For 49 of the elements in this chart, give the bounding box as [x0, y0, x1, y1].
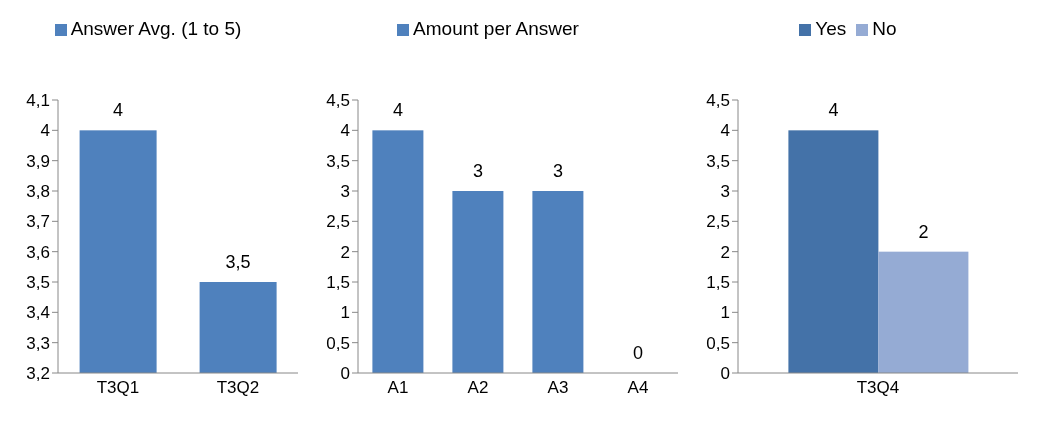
y-tick-label: 0,5 [706, 333, 730, 353]
data-label: 4 [392, 100, 403, 121]
data-label: 4 [113, 100, 124, 121]
data-label: 3 [552, 161, 563, 181]
y-tick-label: 4 [340, 121, 350, 141]
y-tick-label: 2 [340, 242, 350, 262]
y-tick-label: 1 [340, 303, 350, 323]
y-tick-label: 2 [720, 242, 730, 262]
data-label: 3,5 [225, 252, 251, 272]
y-tick-label: 3,9 [26, 151, 50, 171]
x-tick-label: T3Q2 [216, 378, 260, 398]
y-tick-label: 2,5 [326, 212, 350, 232]
y-tick-label: 3 [720, 182, 730, 202]
y-tick-label: 4,1 [26, 91, 50, 111]
y-tick-label: 3,7 [26, 212, 50, 232]
data-label: 2 [918, 221, 929, 242]
y-tick-label: 3,3 [26, 333, 50, 353]
y-tick-label: 0 [340, 364, 350, 384]
x-tick-label: A4 [627, 378, 649, 398]
y-tick-label: 3,8 [26, 182, 50, 202]
y-tick-label: 2,5 [706, 212, 730, 232]
data-label: 0 [632, 343, 643, 363]
y-tick-label: 1,5 [706, 273, 730, 293]
y-tick-label: 3,4 [26, 303, 50, 323]
y-tick-label: 4 [40, 121, 50, 141]
x-tick-label: A2 [467, 378, 489, 398]
y-tick-label: 1,5 [326, 273, 350, 293]
x-tick-label: T3Q1 [96, 378, 140, 398]
y-tick-label: 3,5 [326, 151, 350, 171]
legend-label: No [872, 18, 897, 39]
legend-label: Yes [815, 18, 847, 39]
y-tick-label: 4,5 [706, 91, 730, 111]
legend-label: Amount per Answer [413, 18, 579, 39]
y-tick-label: 3 [340, 182, 350, 202]
y-tick-label: 3,6 [26, 242, 50, 262]
y-tick-label: 3,2 [26, 364, 50, 384]
x-tick-label: T3Q4 [856, 378, 900, 398]
y-tick-label: 4 [720, 121, 730, 141]
legend-label: Answer Avg. (1 to 5) [70, 18, 242, 39]
y-tick-label: 1 [720, 303, 730, 323]
data-label: 3 [472, 161, 483, 181]
y-tick-label: 0,5 [326, 333, 350, 353]
x-tick-label: A1 [387, 378, 409, 398]
y-tick-label: 4,5 [326, 91, 350, 111]
y-tick-label: 3,5 [706, 151, 730, 171]
x-tick-label: A3 [547, 378, 569, 398]
y-tick-label: 0 [720, 364, 730, 384]
y-tick-label: 3,5 [26, 273, 50, 293]
data-label: 4 [828, 100, 839, 121]
